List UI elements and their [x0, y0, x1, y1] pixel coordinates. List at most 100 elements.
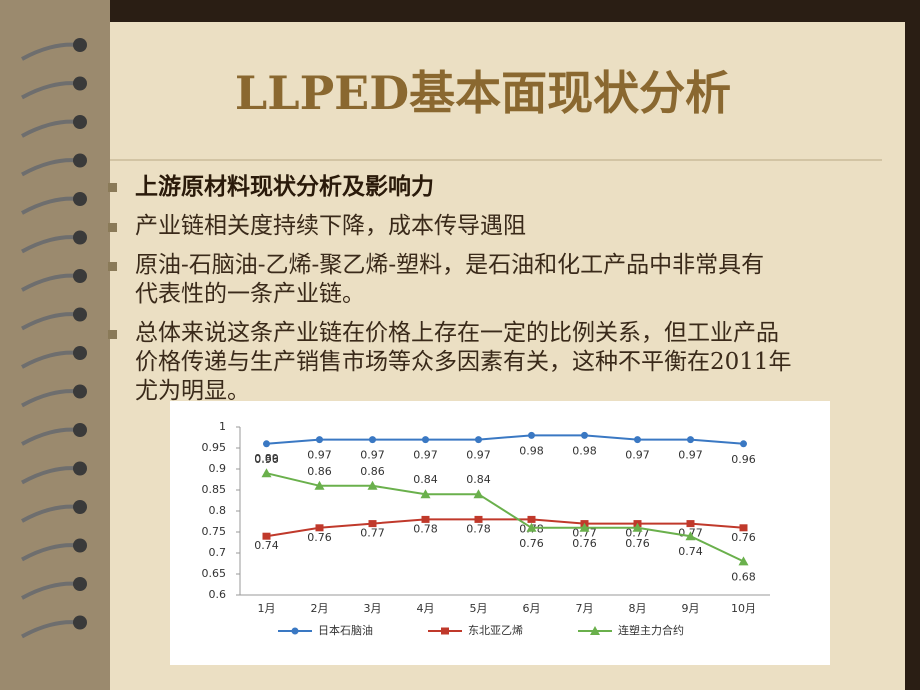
point [739, 524, 748, 532]
data-label: 0.77 [572, 527, 597, 540]
spiral-hole [73, 500, 87, 514]
point [685, 531, 696, 541]
data-label: 0.97 [413, 449, 438, 462]
point [262, 532, 271, 540]
data-label: 0.77 [625, 527, 650, 540]
data-label: 0.76 [731, 531, 756, 544]
point [687, 436, 694, 444]
data-label: 0.97 [466, 449, 491, 462]
data-label: 0.89 [254, 452, 279, 465]
bullet-text: 产业链相关度持续下降，成本传导遇阻 [135, 213, 526, 239]
y-tick-label: 0.85 [202, 483, 227, 496]
y-tick-label: 0.95 [202, 441, 227, 454]
point [527, 515, 536, 523]
y-tick-label: 0.7 [209, 546, 227, 559]
series-line [266, 434, 744, 445]
bullet-text: 原油-石脑油-乙烯-聚乙烯-塑料，是石油和化工产品中非常具有 [135, 252, 765, 278]
y-tick-label: 0.75 [202, 525, 227, 538]
point [526, 522, 537, 532]
data-label: 0.78 [413, 522, 438, 535]
bullet-marker [108, 183, 117, 192]
bullet-marker [108, 330, 117, 339]
point [420, 489, 431, 499]
x-tick-label: 4月 [417, 602, 435, 615]
data-label: 0.74 [678, 545, 703, 558]
bullet-marker [108, 223, 117, 232]
data-label: 0.86 [307, 465, 332, 478]
bullet-text: 代表性的一条产业链。 [135, 281, 365, 307]
y-tick-label: 0.65 [202, 567, 227, 580]
spiral-hole [73, 153, 87, 168]
data-label: 0.98 [572, 444, 597, 457]
y-tick-label: 1 [219, 420, 226, 433]
point [368, 520, 377, 528]
spiral-hole [73, 192, 87, 206]
y-tick-label: 0.9 [209, 462, 227, 475]
x-tick-label: 7月 [576, 602, 594, 615]
point [314, 480, 325, 490]
point [686, 520, 695, 528]
point [473, 489, 484, 499]
data-label: 0.84 [413, 473, 438, 486]
spiral-hole [73, 346, 87, 360]
data-label: 0.68 [731, 570, 756, 583]
data-label: 0.98 [519, 444, 544, 457]
data-label: 0.84 [466, 473, 491, 486]
spiral-hole [73, 538, 87, 553]
data-label: 0.74 [254, 539, 279, 552]
bullet-text: 价格传递与生产销售市场等众多因素有关，这种不平衡在2011年 [135, 349, 792, 375]
bullet-text: 总体来说这条产业链在价格上存在一定的比例关系，但工业产品 [135, 320, 779, 346]
slide-title: LLPED基本面现状分析 [235, 66, 731, 120]
bullet-marker [108, 262, 117, 271]
spiral-hole [73, 230, 87, 245]
chart: 0.6 0.65 0.7 0.75 0.8 0.85 0.9 0.95 1 1月 2月 3月 4月 5月 6… [170, 401, 830, 665]
point [315, 524, 324, 532]
spiral-hole [73, 115, 87, 129]
point [441, 627, 449, 635]
data-label: 0.76 [572, 537, 597, 550]
x-tick-label: 5月 [470, 602, 488, 615]
point [740, 440, 747, 448]
point [291, 627, 299, 635]
point [367, 480, 378, 490]
title-area: LLPED基本面现状分析 [235, 66, 731, 120]
spiral-hole [73, 577, 87, 591]
point [634, 436, 641, 444]
x-tick-label: 9月 [682, 602, 700, 615]
point [261, 468, 272, 478]
data-label: 0.96 [731, 453, 756, 466]
point [590, 626, 600, 635]
point [579, 522, 590, 532]
bullet-text: 尤为明显。 [135, 378, 250, 404]
x-tick-label: 6月 [523, 602, 541, 615]
data-label: 0.76 [625, 537, 650, 550]
x-tick-label: 8月 [629, 602, 647, 615]
point [422, 436, 429, 444]
point [738, 556, 749, 566]
legend-label: 连塑主力合约 [618, 623, 684, 637]
data-label: 0.96 [254, 453, 279, 466]
point [475, 436, 482, 444]
spiral-hole [73, 307, 87, 322]
point [316, 436, 323, 444]
y-tick-label: 0.6 [209, 588, 227, 601]
data-label: 0.86 [360, 465, 385, 478]
point [263, 440, 270, 448]
data-label: 0.97 [678, 449, 703, 462]
data-label: 0.78 [466, 522, 491, 535]
data-label: 0.77 [360, 527, 385, 540]
x-tick-label: 3月 [364, 602, 382, 615]
legend-label: 东北亚乙烯 [468, 624, 523, 637]
point [528, 431, 535, 439]
spiral-hole [73, 269, 87, 283]
bullet-text: 上游原材料现状分析及影响力 [135, 173, 434, 200]
data-label: 0.97 [307, 449, 332, 462]
data-label: 0.76 [519, 537, 544, 550]
spiral-hole [73, 423, 87, 437]
legend-label: 日本石脑油 [318, 623, 373, 637]
data-label: 0.76 [307, 531, 332, 544]
spiral-hole [73, 76, 87, 91]
series-line [266, 472, 744, 563]
x-tick-label: 1月 [258, 602, 276, 615]
spiral-hole [73, 384, 87, 399]
